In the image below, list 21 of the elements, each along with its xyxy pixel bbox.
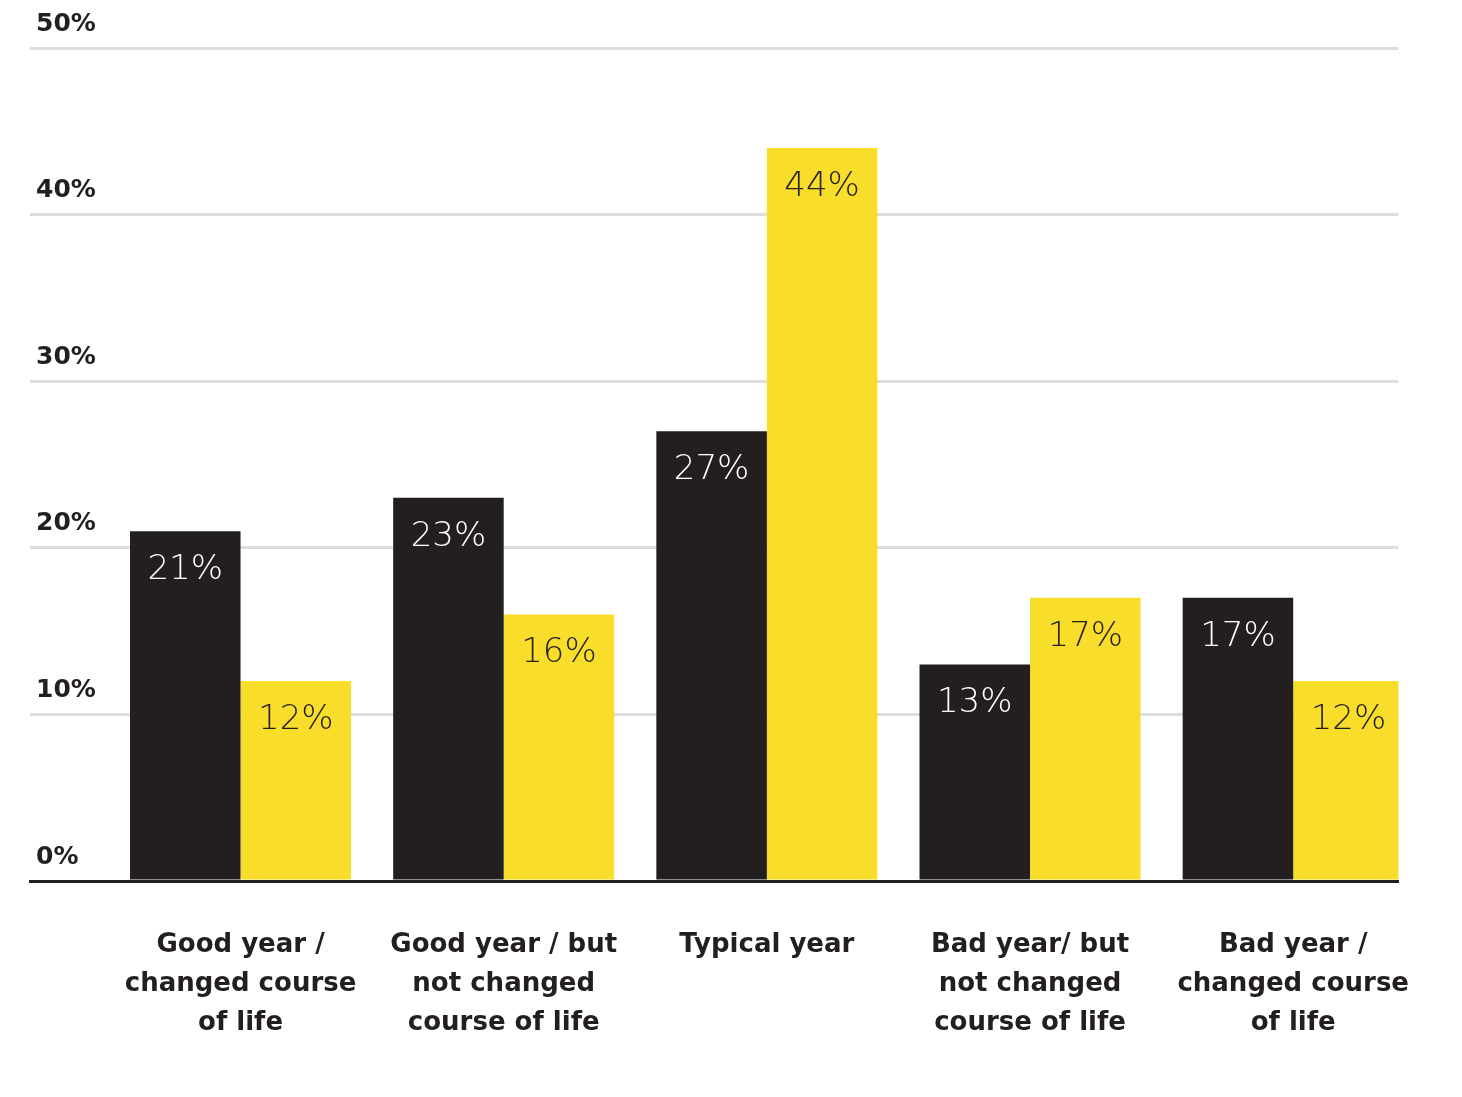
data-label: 21% xyxy=(147,546,224,587)
data-label: 23% xyxy=(410,513,487,554)
x-tick-label: Typical year xyxy=(679,928,855,959)
y-tick-label: 0% xyxy=(36,840,79,870)
data-label: 12% xyxy=(258,696,334,737)
y-tick-label: 40% xyxy=(36,174,96,204)
y-tick-label: 50% xyxy=(36,7,96,37)
data-label: 27% xyxy=(673,447,750,488)
data-label: 17% xyxy=(1047,613,1124,654)
x-tick-label: Good year / but not changed course of life xyxy=(390,928,618,1037)
x-tick-label: Good year / changed course of life xyxy=(124,928,357,1037)
x-tick-label: Bad year/ but not changed course of life xyxy=(930,928,1130,1037)
data-label: 12% xyxy=(1310,696,1387,737)
x-tick-label: Bad year / changed course of life xyxy=(1177,928,1409,1037)
data-label: 17% xyxy=(1200,613,1276,654)
y-tick-label: 20% xyxy=(36,507,96,537)
y-tick-label: 10% xyxy=(36,673,96,703)
y-tick-label: 30% xyxy=(36,340,96,370)
data-label: 16% xyxy=(521,630,597,671)
data-label: 44% xyxy=(784,163,860,204)
data-label: 13% xyxy=(936,680,1013,721)
